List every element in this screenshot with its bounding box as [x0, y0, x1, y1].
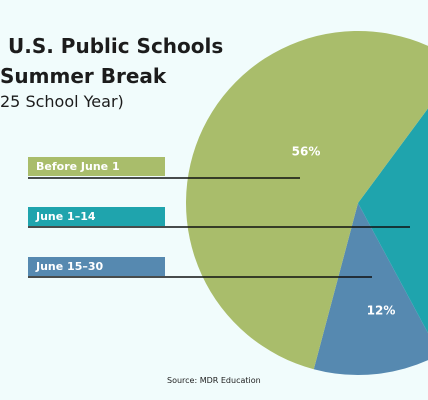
chart-title-line-1: U.S. Public Schools [8, 34, 224, 58]
chart-title-line-2: Summer Break [0, 64, 167, 88]
slice-before-june-1 [186, 31, 428, 370]
chart-subtitle: 25 School Year) [0, 92, 124, 111]
legend-label-2: June 1–14 [35, 210, 96, 223]
data-label-3: 12% [367, 304, 396, 318]
legend-swatch-1 [28, 157, 165, 176]
legend-swatch-3 [28, 257, 165, 276]
source-note: Source: MDR Education [167, 376, 261, 385]
slice-june-15-30 [313, 203, 428, 375]
slice-june-1-14 [358, 108, 428, 334]
legend-swatch-2 [28, 207, 165, 226]
legend-label-1: Before June 1 [36, 160, 120, 173]
legend-label-3: June 15–30 [35, 260, 104, 273]
data-label-1: 56% [292, 145, 321, 159]
